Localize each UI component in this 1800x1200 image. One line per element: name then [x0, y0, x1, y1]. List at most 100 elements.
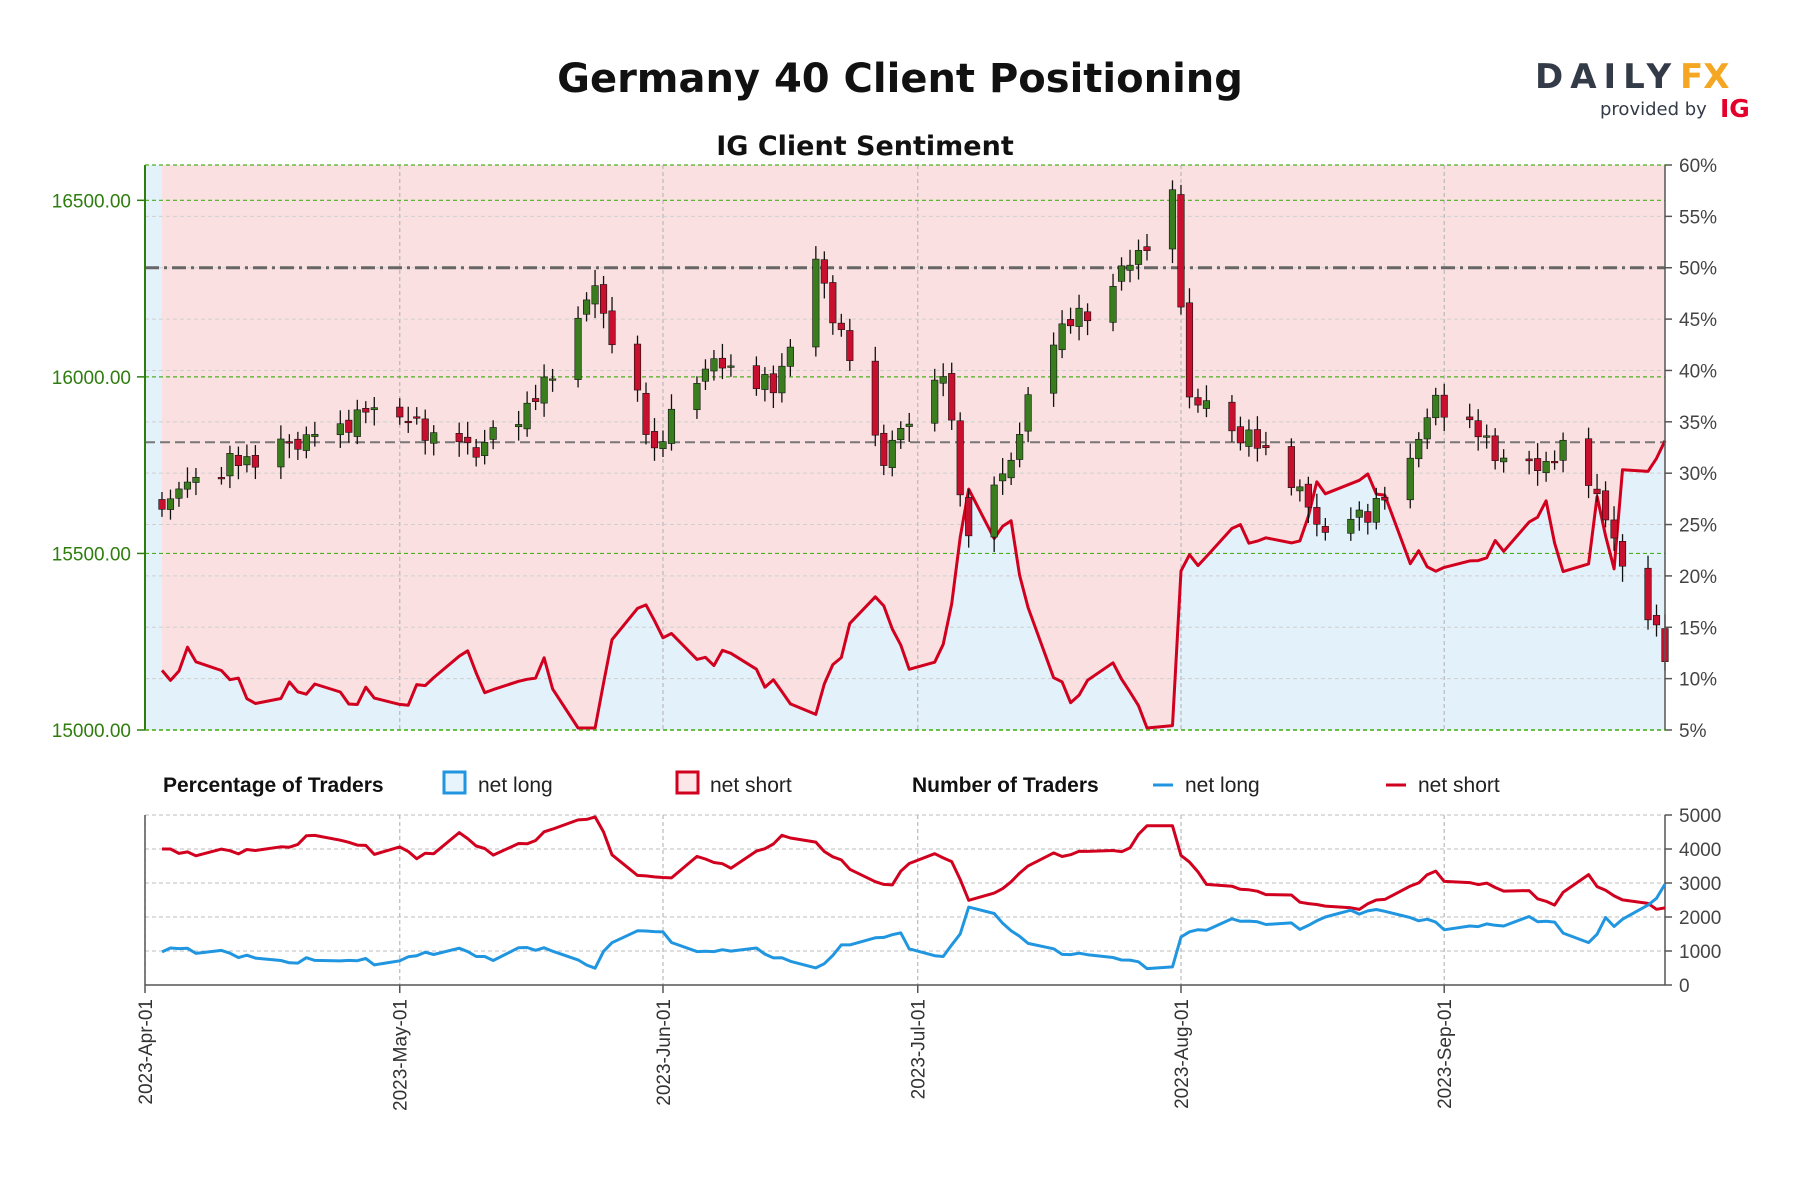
candle-up — [336, 423, 344, 436]
candle-up — [574, 317, 582, 380]
candle-up — [582, 299, 591, 315]
candle-up — [778, 365, 786, 394]
candle-up — [370, 407, 378, 411]
candle-up — [990, 484, 998, 538]
candle-down — [1084, 311, 1092, 322]
count-tick-label: 4000 — [1679, 840, 1721, 861]
main-panel: 15000.00 15500.00 16000.00 16500.00 5% 10% 15%… — [52, 156, 1717, 742]
candle-down — [1551, 461, 1559, 464]
candle-down — [413, 416, 421, 419]
lower-panel-background — [145, 815, 1665, 985]
net-long-count-line — [161, 883, 1667, 971]
candle-down — [642, 392, 650, 435]
candle-up — [1134, 250, 1143, 265]
candle-up — [1415, 438, 1423, 460]
candle-up — [897, 428, 905, 441]
percent-tick-label: 45% — [1679, 310, 1717, 331]
candle-up — [727, 365, 735, 368]
legend-num-heading: Number of Traders — [912, 774, 1099, 797]
candle-down — [837, 322, 845, 330]
percent-tick-label: 55% — [1679, 207, 1717, 228]
candle-up — [226, 453, 234, 477]
legend-num-short-label: net short — [1418, 774, 1500, 797]
percent-tick-label: 10% — [1679, 670, 1717, 691]
candle-up — [481, 442, 489, 456]
candle-down — [633, 343, 642, 391]
candle-down — [1474, 420, 1482, 438]
candle-up — [1372, 498, 1380, 523]
candle-down — [1466, 416, 1474, 421]
candle-down — [1534, 458, 1542, 472]
candle-up — [761, 374, 769, 390]
candle-up — [1202, 400, 1211, 409]
candle-up — [523, 402, 531, 430]
candle-down — [158, 499, 166, 510]
x-tick-label: 2023-Aug-01 — [1172, 999, 1193, 1109]
percent-tick-label: 5% — [1679, 721, 1707, 742]
candle-up — [812, 258, 820, 348]
legend: Percentage of Traders net long net short… — [163, 770, 1500, 797]
x-axis: 2023-Apr-01 2023-May-01 2023-Jun-01 2023-Ju… — [136, 985, 1456, 1111]
candle-down — [948, 373, 956, 421]
candle-up — [1016, 434, 1024, 460]
candle-up — [1050, 344, 1058, 394]
candle-up — [905, 423, 913, 427]
candle-down — [1194, 397, 1202, 406]
candle-down — [1185, 302, 1194, 398]
candle-down — [1381, 496, 1389, 501]
candle-down — [472, 447, 480, 458]
sentiment-line — [160, 440, 1667, 730]
candle-down — [217, 477, 225, 480]
candle-down — [871, 360, 879, 436]
candle-up — [1117, 265, 1126, 282]
candle-up — [1024, 394, 1032, 432]
candle-up — [175, 488, 183, 499]
candle-down — [1236, 426, 1244, 444]
candle-up — [243, 456, 251, 466]
candle-down — [1525, 458, 1533, 462]
candle-up — [192, 476, 200, 483]
candle-down — [1262, 445, 1270, 449]
candle-down — [1652, 615, 1661, 626]
candle-up — [1406, 457, 1414, 501]
legend-pct-short-swatch — [675, 770, 700, 795]
candle-up — [311, 434, 319, 437]
candle-down — [1601, 490, 1610, 521]
candle-down — [965, 497, 973, 537]
candle-down — [1304, 483, 1312, 508]
candle-up — [693, 383, 701, 411]
candle-up — [1542, 461, 1550, 474]
candle-up — [1126, 264, 1134, 271]
candle-up — [1500, 457, 1508, 463]
net-short-count-line — [162, 815, 1666, 911]
candle-down — [1644, 567, 1652, 621]
logo-brand-daily: DAILY — [1535, 57, 1678, 97]
logo-brand-fx: FX — [1680, 57, 1729, 97]
candle-up — [515, 424, 523, 428]
candle-up — [667, 408, 676, 444]
candle-down — [608, 310, 616, 346]
candle-down — [1618, 541, 1627, 567]
dailyfx-logo: DAILY FX provided by IG — [1535, 57, 1750, 123]
candle-up — [277, 438, 285, 468]
count-tick-label: 0 — [1679, 976, 1690, 997]
candle-up — [1075, 307, 1083, 327]
candle-up — [710, 358, 718, 372]
price-tick-label: 15000.00 — [52, 721, 131, 742]
candle-down — [1364, 511, 1372, 523]
percent-tick-label: 15% — [1679, 618, 1717, 639]
count-tick-label: 1000 — [1679, 942, 1721, 963]
percent-tick-label: 25% — [1679, 516, 1717, 537]
candle-down — [464, 436, 472, 443]
candle-down — [1321, 526, 1329, 533]
candle-down — [1287, 446, 1295, 488]
candle-up — [591, 285, 599, 305]
candle-up — [430, 432, 438, 444]
percent-tick-label: 50% — [1679, 259, 1717, 280]
candle-down — [396, 406, 404, 418]
logo-provider-ig: IG — [1720, 94, 1750, 123]
count-tick-label: 2000 — [1679, 908, 1721, 929]
legend-pct-heading: Percentage of Traders — [163, 774, 384, 797]
candle-down — [532, 398, 540, 402]
candle-up — [888, 439, 896, 468]
